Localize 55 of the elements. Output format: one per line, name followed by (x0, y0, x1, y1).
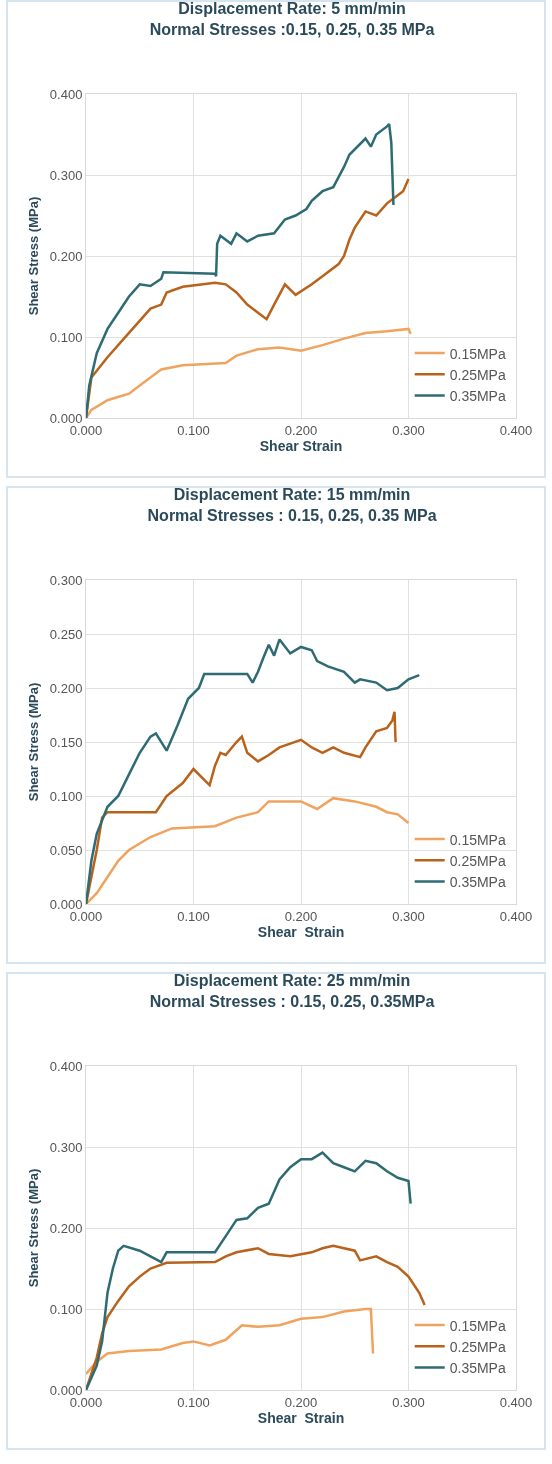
y-tick-label: 0.400 (49, 1058, 83, 1074)
x-tick-label: 0.200 (284, 422, 318, 438)
y-tick-label: 0.300 (49, 1139, 83, 1155)
line-series (86, 1151, 412, 1390)
chart-subtitle: Normal Stresses :0.15, 0.25, 0.35 MPa (149, 20, 435, 38)
y-tick-label: 0.050 (49, 842, 83, 858)
y-axis-title: Shear Stress (MPa) (25, 196, 41, 316)
y-tick-label: 0.100 (49, 788, 83, 804)
chart-title: Displacement Rate: 5 mm/min (178, 0, 406, 17)
x-tick-label: 0.400 (499, 1394, 533, 1410)
y-tick-label: 0.200 (49, 248, 83, 264)
y-tick-label: 0.200 (49, 1220, 83, 1236)
x-tick-label: 0.200 (284, 1394, 318, 1410)
line-series (86, 796, 410, 904)
y-tick-label: 0.300 (49, 572, 83, 588)
x-tick-label: 0.400 (499, 422, 533, 438)
legend-label: 0.25MPa (449, 852, 506, 869)
chart-subtitle: Normal Stresses : 0.15, 0.25, 0.35MPa (149, 992, 435, 1010)
legend-label: 0.25MPa (449, 1338, 506, 1355)
y-tick-label: 0.250 (49, 626, 83, 642)
x-tick-label: 0.300 (392, 908, 425, 924)
chart-title: Displacement Rate: 25 mm/min (173, 971, 411, 989)
x-tick-label: 0.400 (499, 908, 533, 924)
x-axis-title: Shear Strain (257, 1409, 345, 1426)
line-series (86, 710, 397, 904)
y-tick-label: 0.200 (49, 680, 83, 696)
legend-label: 0.35MPa (449, 387, 506, 404)
chart-subtitle: Normal Stresses : 0.15, 0.25, 0.35 MPa (147, 506, 437, 524)
x-tick-label: 0.300 (392, 422, 425, 438)
x-tick-label: 0.300 (392, 1394, 425, 1410)
y-axis-title: Shear Stress (MPa) (25, 1168, 41, 1288)
legend-label: 0.15MPa (449, 1317, 506, 1334)
line-series (86, 638, 421, 904)
line-series (86, 177, 410, 418)
x-tick-label: 0.100 (177, 1394, 210, 1410)
legend-label: 0.25MPa (449, 366, 506, 383)
y-axis-title: Shear Stress (MPa) (25, 682, 41, 802)
x-tick-label: 0.200 (284, 908, 318, 924)
line-series (86, 1307, 375, 1376)
y-tick-label: 0.400 (49, 86, 83, 102)
line-series (86, 327, 412, 418)
y-tick-label: 0.100 (49, 329, 83, 345)
y-tick-label: 0.300 (49, 167, 83, 183)
x-axis-title: Shear Strain (257, 923, 345, 940)
line-series (86, 122, 395, 418)
x-axis-title: Shear Strain (259, 437, 343, 454)
y-tick-label: 0.150 (49, 734, 83, 750)
chart-title: Displacement Rate: 15 mm/min (173, 485, 411, 503)
legend-label: 0.35MPa (449, 1359, 506, 1376)
legend-label: 0.35MPa (449, 873, 506, 890)
legend-label: 0.15MPa (449, 345, 506, 362)
legend-label: 0.15MPa (449, 831, 506, 848)
y-tick-label: 0.100 (49, 1301, 83, 1317)
x-tick-label: 0.100 (177, 422, 210, 438)
x-tick-label: 0.100 (177, 908, 210, 924)
